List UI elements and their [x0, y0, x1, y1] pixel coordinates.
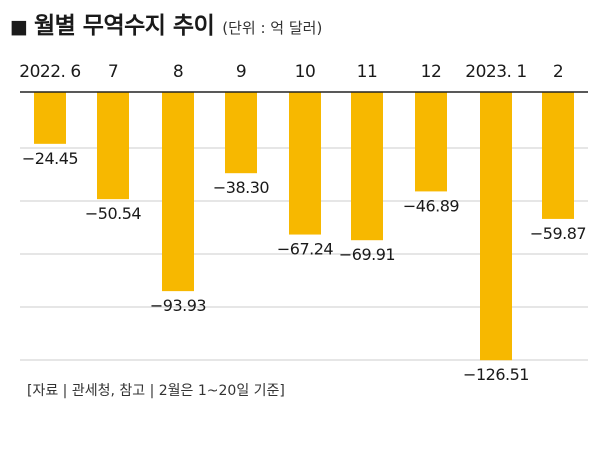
category-label: 12	[421, 62, 442, 82]
category-label: 2022. 6	[19, 62, 80, 82]
data-label: −24.45	[22, 149, 78, 168]
category-label: 9	[236, 62, 246, 82]
title-marker: ■	[10, 16, 28, 38]
category-label: 10	[295, 62, 316, 82]
category-label: 7	[108, 62, 118, 82]
data-label: −46.89	[403, 196, 460, 215]
data-label: −38.30	[213, 178, 270, 197]
bar	[34, 92, 66, 144]
chart-header: ■ 월별 무역수지 추이 (단위 : 억 달러)	[10, 6, 323, 39]
bar	[480, 92, 512, 361]
bar	[542, 92, 574, 219]
bar	[162, 92, 194, 292]
category-label: 2	[553, 62, 563, 82]
bar	[225, 92, 257, 174]
data-label: −50.54	[85, 204, 142, 223]
category-label: 8	[173, 62, 183, 82]
chart-title: 월별 무역수지 추이	[33, 13, 215, 39]
bar	[289, 92, 321, 235]
data-label: −59.87	[530, 224, 586, 243]
data-label: −93.93	[150, 296, 206, 315]
category-label: 2023. 1	[465, 62, 526, 82]
bar	[351, 92, 383, 241]
data-label: −69.91	[339, 245, 395, 264]
category-label: 11	[357, 62, 378, 82]
source-note: [자료 | 관세청, 참고 | 2월은 1~20일 기준]	[27, 383, 285, 399]
data-label: −67.24	[277, 240, 334, 259]
unit-label: (단위 : 억 달러)	[222, 19, 323, 37]
bar	[97, 92, 129, 200]
data-label: −126.51	[463, 365, 529, 384]
bar	[415, 92, 447, 192]
